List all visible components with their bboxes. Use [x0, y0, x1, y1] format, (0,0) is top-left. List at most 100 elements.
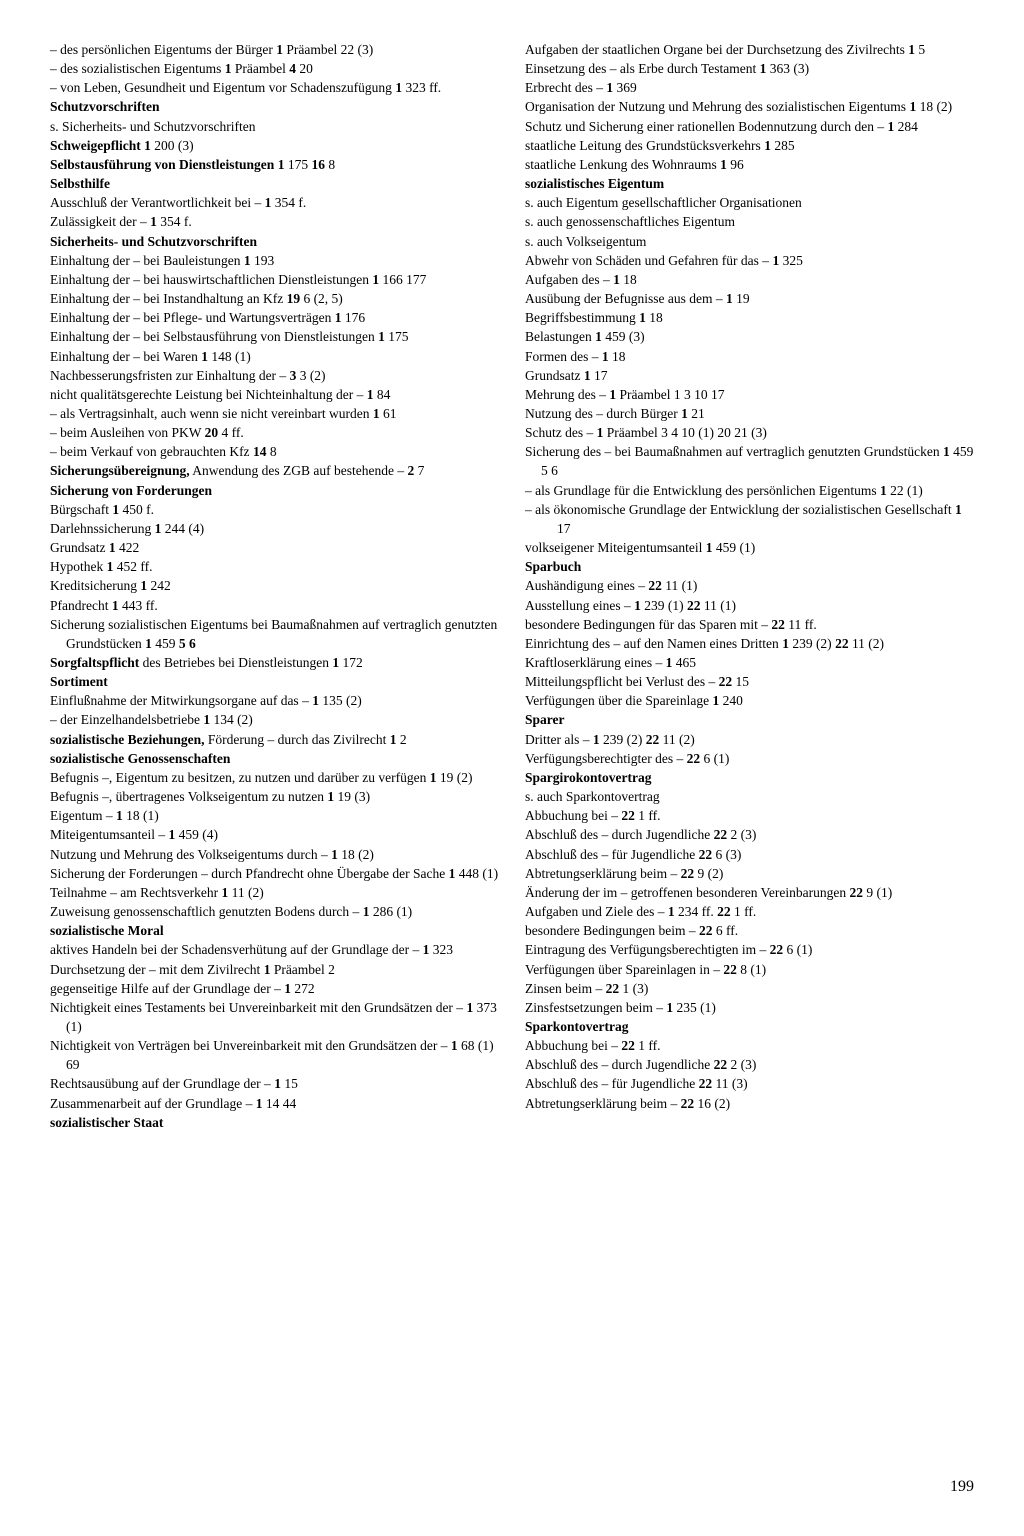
ref-bold: 22 — [699, 923, 713, 938]
index-entry: Abbuchung bei – 22 1 ff. — [525, 806, 974, 825]
ref-bold: 1 — [955, 502, 962, 517]
ref-bold: 1 — [150, 214, 157, 229]
ref-bold: 1 — [155, 521, 162, 536]
index-entry: Durchsetzung der – mit dem Zivilrecht 1 … — [50, 960, 499, 979]
ref-bold: 1 — [363, 904, 370, 919]
index-entry: Sicherung sozialistischen Eigentums bei … — [50, 615, 499, 653]
ref-bold: 14 — [253, 444, 267, 459]
ref-bold: 22 — [687, 751, 701, 766]
headword-text: Schutzvorschriften — [50, 99, 159, 114]
ref-bold: 1 — [908, 42, 915, 57]
index-page: – des persönlichen Eigentums der Bürger … — [0, 0, 1024, 1536]
index-entry: besondere Bedingungen beim – 22 6 ff. — [525, 921, 974, 940]
headword-text: Sparbuch — [525, 559, 581, 574]
page-number: 199 — [950, 1478, 974, 1496]
index-entry: Schweigepflicht 1 200 (3) — [50, 136, 499, 155]
index-entry: Einflußnahme der Mitwirkungsorgane auf d… — [50, 691, 499, 710]
index-entry: Einhaltung der – bei hauswirtschaftliche… — [50, 270, 499, 289]
ref-bold: 1 — [609, 387, 616, 402]
index-entry: Zinsfestsetzungen beim – 1 235 (1) — [525, 998, 974, 1017]
index-entry: besondere Bedingungen für das Sparen mit… — [525, 615, 974, 634]
ref-bold: 22 — [723, 962, 737, 977]
index-entry: Grundsatz 1 422 — [50, 538, 499, 557]
ref-bold: 1 — [256, 1096, 263, 1111]
index-headword: sozialistische Moral — [50, 921, 499, 940]
ref-bold: 1 — [144, 138, 151, 153]
ref-bold: 22 — [699, 1076, 713, 1091]
ref-bold: 1 — [430, 770, 437, 785]
headword-text: Sparkontovertrag — [525, 1019, 629, 1034]
ref-bold: 16 — [311, 157, 325, 172]
ref-bold: 1 — [335, 310, 342, 325]
index-entry: Nichtigkeit eines Testaments bei Unverei… — [50, 998, 499, 1036]
ref-bold: 22 — [771, 617, 785, 632]
index-entry: Kreditsicherung 1 242 — [50, 576, 499, 595]
ref-bold: 1 — [331, 847, 338, 862]
index-entry: Nachbesserungsfristen zur Einhaltung der… — [50, 366, 499, 385]
ref-bold: 1 — [264, 962, 271, 977]
index-entry: Ausstellung eines – 1 239 (1) 22 11 (1) — [525, 596, 974, 615]
index-entry: Miteigentumsanteil – 1 459 (4) — [50, 825, 499, 844]
inline-headword: Selbstausführung von Dienstleistungen — [50, 157, 274, 172]
index-entry: Ausschluß der Verantwortlichkeit bei – 1… — [50, 193, 499, 212]
ref-bold: 1 — [943, 444, 950, 459]
ref-bold: 19 — [287, 291, 301, 306]
index-entry: volkseigener Miteigentumsanteil 1 459 (1… — [525, 538, 974, 557]
ref-bold: 1 — [284, 981, 291, 996]
ref-bold: 1 — [332, 655, 339, 670]
index-entry: Sicherungsübereignung, Anwendung des ZGB… — [50, 461, 499, 480]
index-entry: Abschluß des – durch Jugendliche 22 2 (3… — [525, 1055, 974, 1074]
index-headword: sozialistische Genossenschaften — [50, 749, 499, 768]
index-entry: staatliche Leitung des Grundstücksverkeh… — [525, 136, 974, 155]
index-entry: s. auch Eigentum gesellschaftlicher Orga… — [525, 193, 974, 212]
ref-bold: 1 — [274, 1076, 281, 1091]
index-entry: nicht qualitätsgerechte Leistung bei Nic… — [50, 385, 499, 404]
index-entry: Verfügungen über Spareinlagen in – 22 8 … — [525, 960, 974, 979]
ref-bold: 1 — [681, 406, 688, 421]
ref-bold: 1 — [634, 598, 641, 613]
headword-text: Spargirokontovertrag — [525, 770, 652, 785]
index-entry: s. auch Sparkontovertrag — [525, 787, 974, 806]
index-entry: Teilnahme – am Rechtsverkehr 1 11 (2) — [50, 883, 499, 902]
index-subentry: – als ökonomische Grundlage der Entwickl… — [525, 500, 974, 538]
ref-bold: 1 — [606, 80, 613, 95]
index-headword: sozialistischer Staat — [50, 1113, 499, 1132]
index-entry: Organisation der Nutzung und Mehrung des… — [525, 97, 974, 116]
ref-bold: 2 — [408, 463, 415, 478]
index-headword: Sparkontovertrag — [525, 1017, 974, 1036]
index-entry: Nichtigkeit von Verträgen bei Unvereinba… — [50, 1036, 499, 1074]
index-entry: Dritter als – 1 239 (2) 22 11 (2) — [525, 730, 974, 749]
index-entry: Eintragung des Verfügungsberechtigten im… — [525, 940, 974, 959]
index-entry: Schutz des – 1 Präambel 3 4 10 (1) 20 21… — [525, 423, 974, 442]
ref-bold: 1 — [109, 540, 116, 555]
ref-bold: 1 — [597, 425, 604, 440]
index-columns: – des persönlichen Eigentums der Bürger … — [50, 40, 974, 1132]
ref-bold: 1 — [451, 1038, 458, 1053]
ref-bold: 1 — [764, 138, 771, 153]
index-headword: Schutzvorschriften — [50, 97, 499, 116]
ref-bold: 1 — [720, 157, 727, 172]
index-entry: Einhaltung der – bei Pflege- und Wartung… — [50, 308, 499, 327]
ref-bold: 1 — [449, 866, 456, 881]
index-entry: Sicherung der Forderungen – durch Pfandr… — [50, 864, 499, 883]
ref-bold: 1 — [244, 253, 251, 268]
ref-bold: 4 — [289, 61, 296, 76]
ref-bold: 1 — [168, 827, 175, 842]
ref-bold: 1 — [201, 349, 208, 364]
index-entry: Schutz und Sicherung einer rationellen B… — [525, 117, 974, 136]
ref-bold: 1 — [584, 368, 591, 383]
ref-bold: 22 — [687, 598, 701, 613]
index-entry: Darlehnssicherung 1 244 (4) — [50, 519, 499, 538]
index-entry: Mitteilungspflicht bei Verlust des – 22 … — [525, 672, 974, 691]
ref-bold: 22 — [714, 1057, 728, 1072]
index-headword: Sicherung von Forderungen — [50, 481, 499, 500]
ref-bold: 1 — [278, 157, 285, 172]
index-entry: Aushändigung eines – 22 11 (1) — [525, 576, 974, 595]
ref-bold: 1 — [373, 406, 380, 421]
index-headword: sozialistisches Eigentum — [525, 174, 974, 193]
index-entry: Einrichtung des – auf den Namen eines Dr… — [525, 634, 974, 653]
index-entry: Zuweisung genossenschaftlich genutzten B… — [50, 902, 499, 921]
headword-text: sozialistischer Staat — [50, 1115, 163, 1130]
ref-bold: 1 — [276, 42, 283, 57]
index-entry: sozialistische Beziehungen, Förderung – … — [50, 730, 499, 749]
